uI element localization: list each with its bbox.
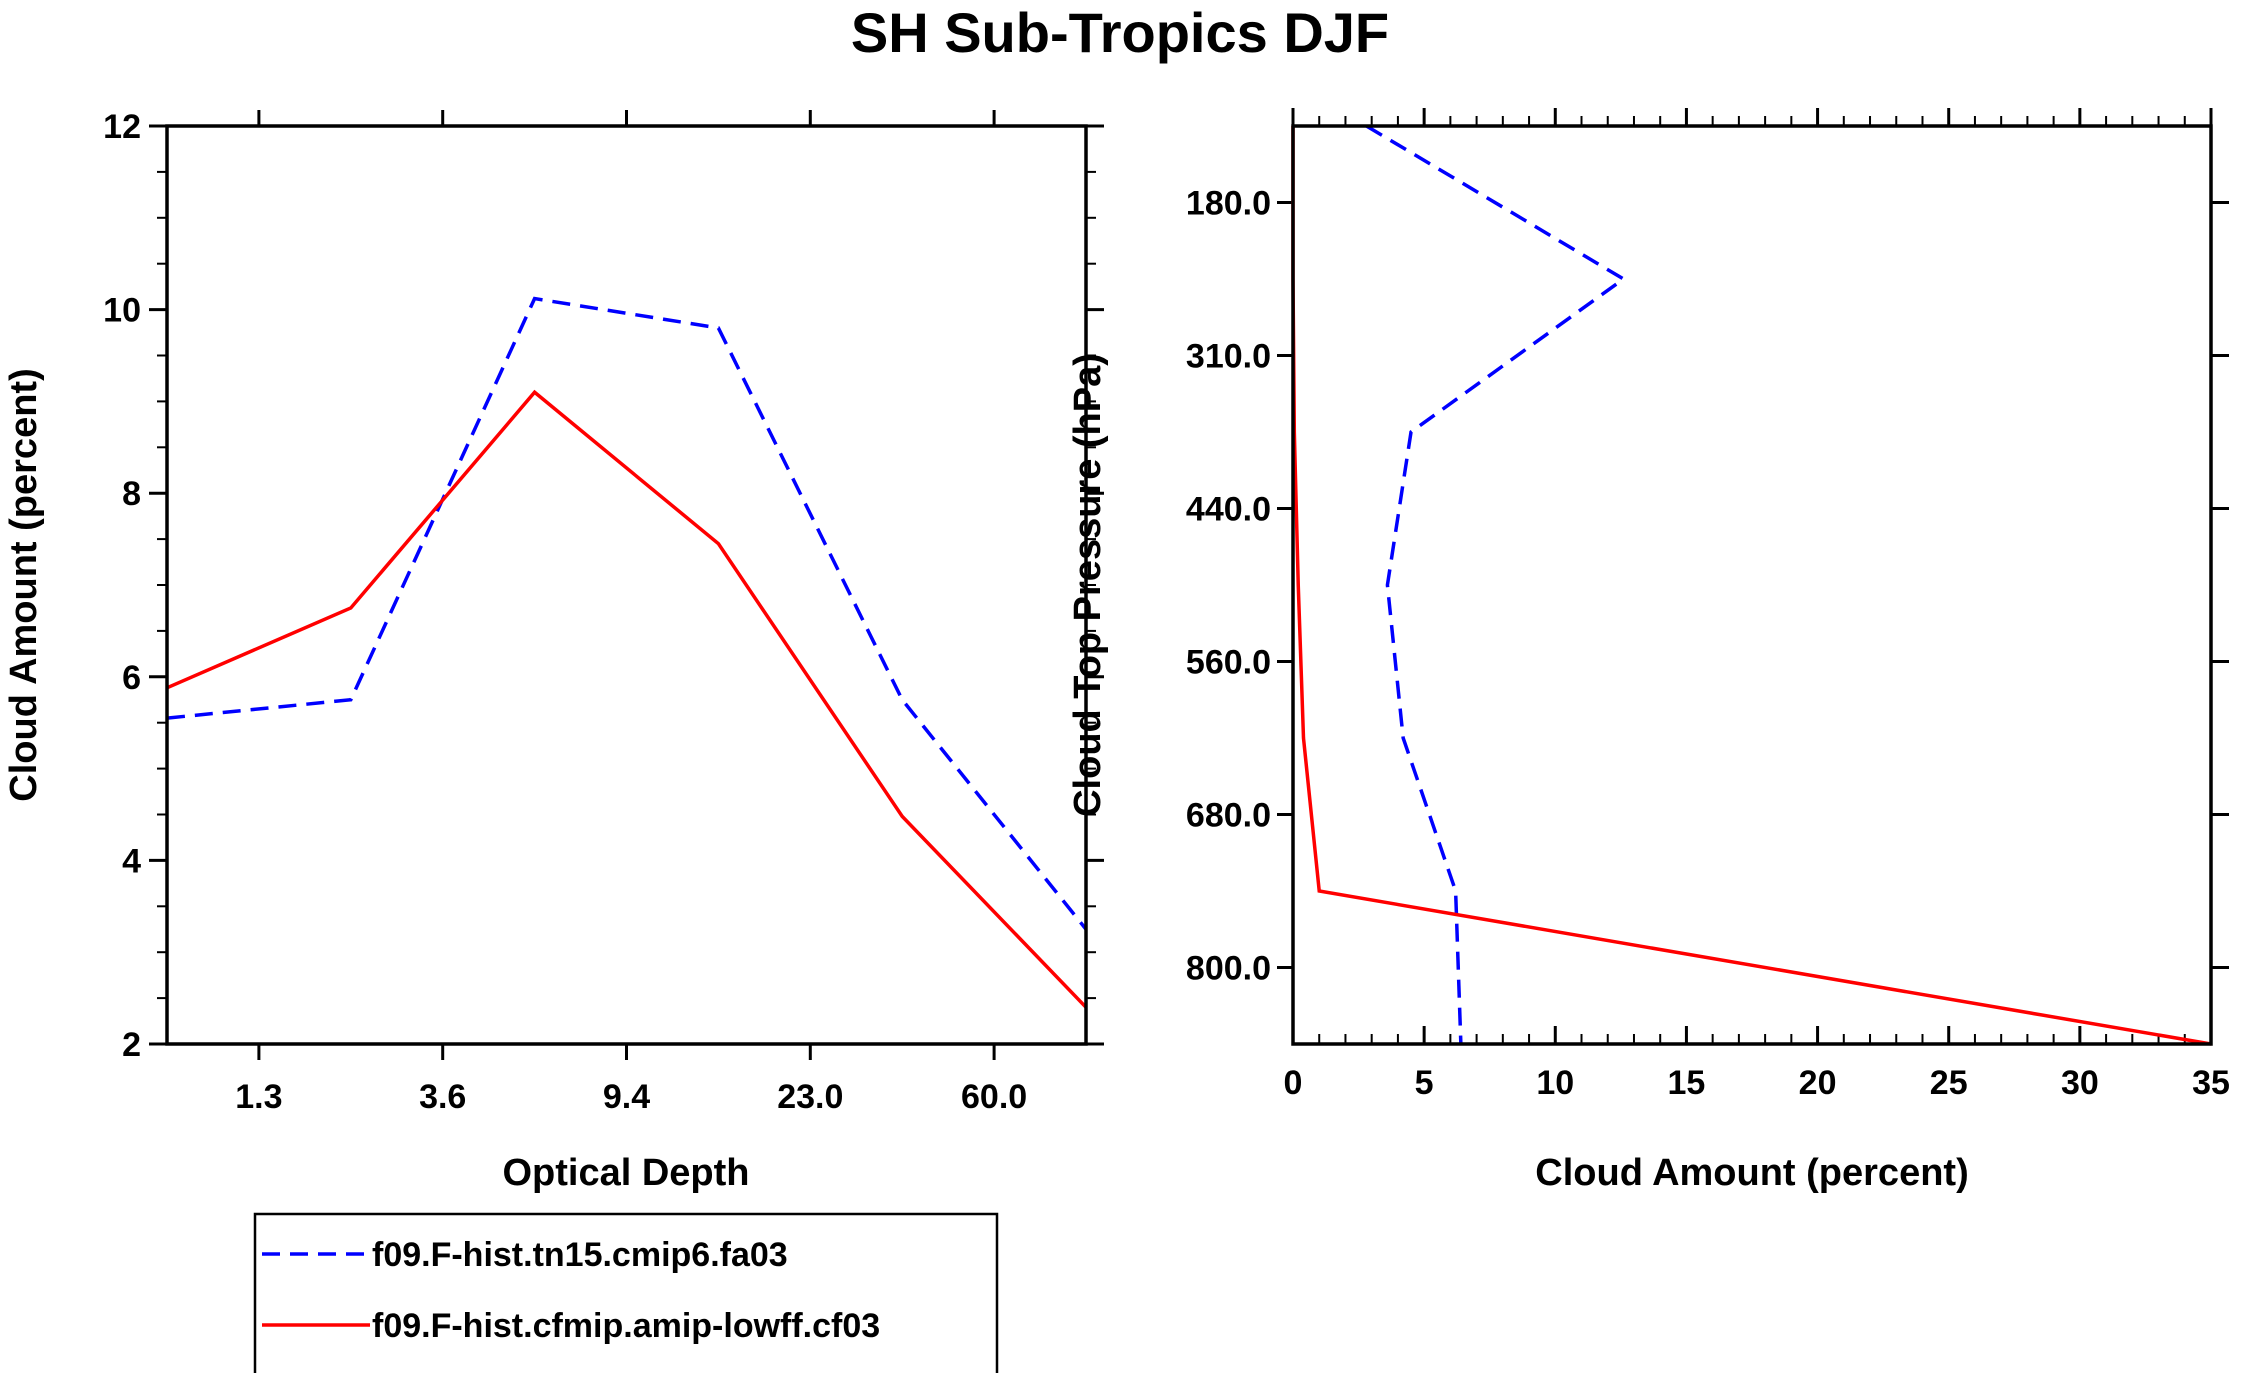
right-x-tick-label: 25 [1930, 1064, 1968, 1102]
right-plot-frame [1291, 124, 2213, 1046]
right-y-tick-label: 800.0 [1186, 950, 1271, 988]
left-x-tick-label: 3.6 [419, 1078, 466, 1116]
right-x-tick-label: 10 [1536, 1064, 1574, 1102]
left-series-tn15-line [166, 296, 1088, 931]
right-series-cfmip-line [1291, 126, 2212, 1046]
chart-title: SH Sub-Tropics DJF [851, 1, 1389, 64]
right-x-tick-label: 35 [2192, 1064, 2230, 1102]
left-y-tick-label: 10 [103, 292, 141, 330]
left-y-tick-label: 4 [122, 842, 141, 880]
legend: f09.F-hist.tn15.cmip6.fa03 f09.F-hist.cf… [253, 1212, 999, 1373]
left-x-tick-label: 1.3 [235, 1078, 282, 1116]
right-y-tick-label: 180.0 [1186, 185, 1271, 223]
left-y-tick-label: 12 [103, 108, 141, 146]
right-x-tick-label: 30 [2061, 1064, 2099, 1102]
right-panel: 0 5 10 15 20 25 30 35 180.0 310.0 440.0 560.0 680.0 8… [1067, 108, 2230, 1194]
right-y-tick-label: 560.0 [1186, 644, 1271, 682]
right-y-tick-label: 310.0 [1186, 338, 1271, 376]
left-x-tick-label: 9.4 [603, 1078, 650, 1116]
left-y-tick-label: 6 [122, 659, 141, 697]
right-y-tick-label: 440.0 [1186, 491, 1271, 529]
right-x-tick-label: 15 [1668, 1064, 1706, 1102]
left-y-tick-label: 2 [122, 1026, 141, 1064]
left-y-tick-label: 8 [122, 475, 141, 513]
right-x-tick-label: 20 [1799, 1064, 1837, 1102]
left-x-axis-label: Optical Depth [502, 1152, 749, 1194]
right-x-tick-label: 5 [1415, 1064, 1434, 1102]
right-y-axis-label: Cloud Top Pressure (hPa) [1067, 353, 1109, 817]
legend-label-tn15: f09.F-hist.tn15.cmip6.fa03 [372, 1236, 788, 1274]
right-x-axis-label: Cloud Amount (percent) [1535, 1152, 1968, 1194]
left-series-cfmip-line [166, 389, 1088, 1009]
right-y-tick-label: 680.0 [1186, 797, 1271, 835]
left-x-tick-label: 23.0 [777, 1078, 843, 1116]
legend-label-cfmip: f09.F-hist.cfmip.amip-lowff.cf03 [372, 1307, 880, 1345]
right-series-tn15-line [1365, 124, 1627, 1045]
left-y-axis-label: Cloud Amount (percent) [3, 368, 45, 801]
left-plot-frame [165, 124, 1088, 1046]
legend-box [253, 1212, 999, 1373]
right-x-tick-label: 0 [1284, 1064, 1303, 1102]
left-x-tick-label: 60.0 [961, 1078, 1027, 1116]
